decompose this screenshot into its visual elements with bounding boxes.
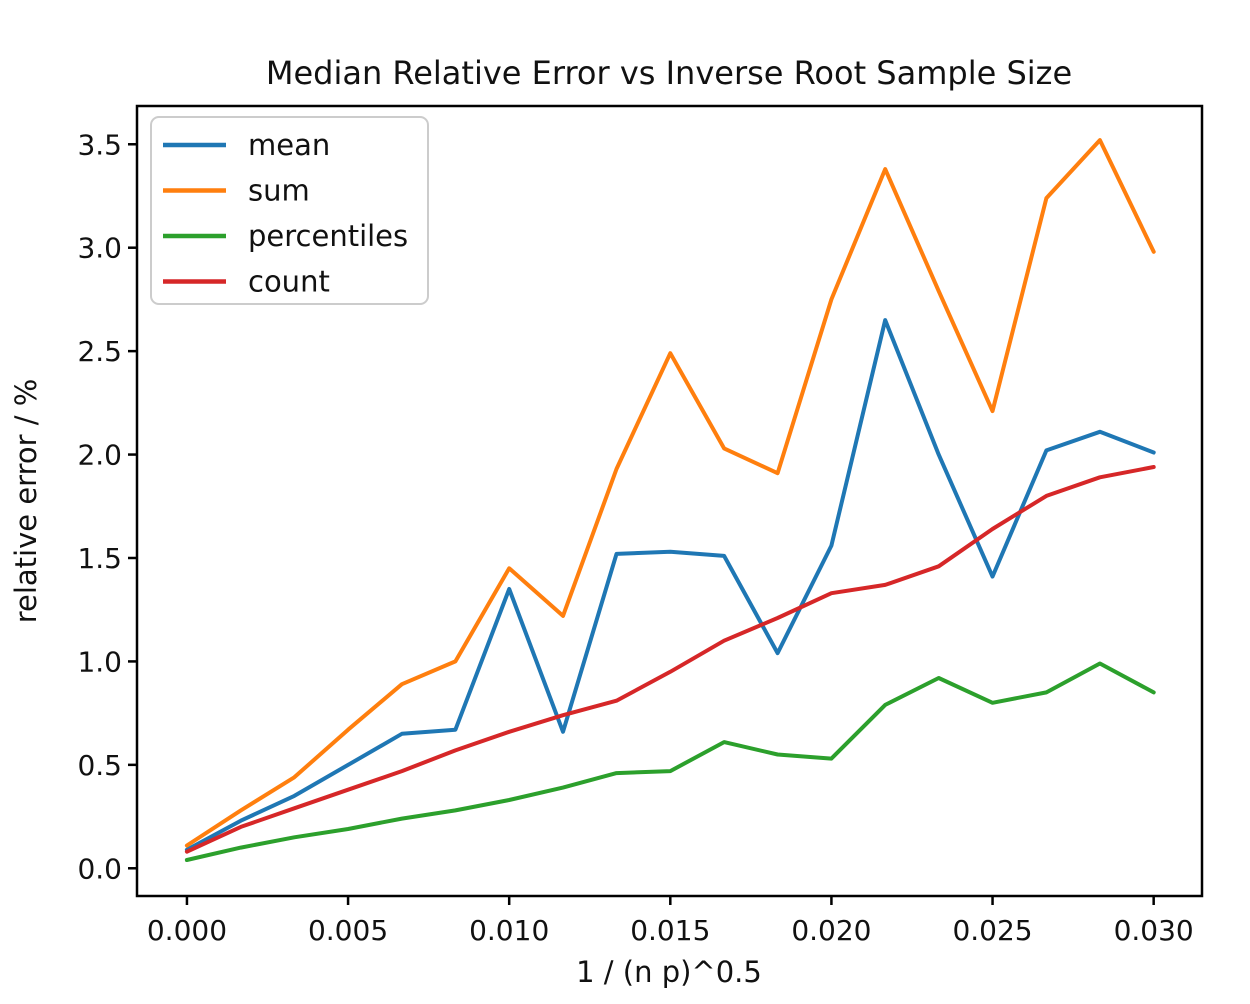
x-axis-label: 1 / (n p)^0.5 [576, 955, 762, 989]
x-tick-label: 0.005 [308, 914, 388, 947]
x-tick-label: 0.020 [791, 914, 871, 947]
legend: mean sum percentiles count [150, 116, 429, 305]
line-count [184, 465, 1156, 854]
x-tick-label: 0.010 [469, 914, 549, 947]
y-tick-label: 0.5 [77, 749, 122, 782]
y-tick-label: 3.0 [77, 232, 122, 265]
y-axis-label: relative error / % [9, 379, 43, 624]
y-tick-label: 3.5 [77, 128, 122, 161]
y-tick-label: 1.0 [77, 645, 122, 678]
y-tick-label: 1.5 [77, 542, 122, 575]
legend-label-mean: mean [248, 128, 330, 162]
y-axis-tick-labels: 0.0 0.5 1.0 1.5 2.0 2.5 3.0 3.5 [77, 128, 122, 885]
x-tick-label: 0.025 [952, 914, 1032, 947]
legend-label-percentiles: percentiles [248, 219, 408, 253]
axis-tick-marks [128, 143, 1155, 905]
plot-lines [184, 138, 1156, 862]
legend-label-sum: sum [248, 174, 310, 208]
y-tick-label: 2.5 [77, 335, 122, 368]
line-mean [184, 318, 1156, 852]
line-sum [184, 138, 1156, 848]
chart-title: Median Relative Error vs Inverse Root Sa… [266, 54, 1072, 92]
x-tick-label: 0.030 [1114, 914, 1194, 947]
legend-box [150, 116, 429, 305]
x-tick-label: 0.015 [630, 914, 710, 947]
line-percentiles [184, 661, 1156, 862]
plot-border [135, 104, 1204, 898]
x-tick-label: 0.000 [147, 914, 227, 947]
y-tick-label: 2.0 [77, 439, 122, 472]
legend-label-count: count [248, 265, 330, 299]
x-axis-tick-labels: 0.000 0.005 0.010 0.015 0.020 0.025 0.03… [147, 914, 1194, 947]
y-tick-label: 0.0 [77, 852, 122, 885]
